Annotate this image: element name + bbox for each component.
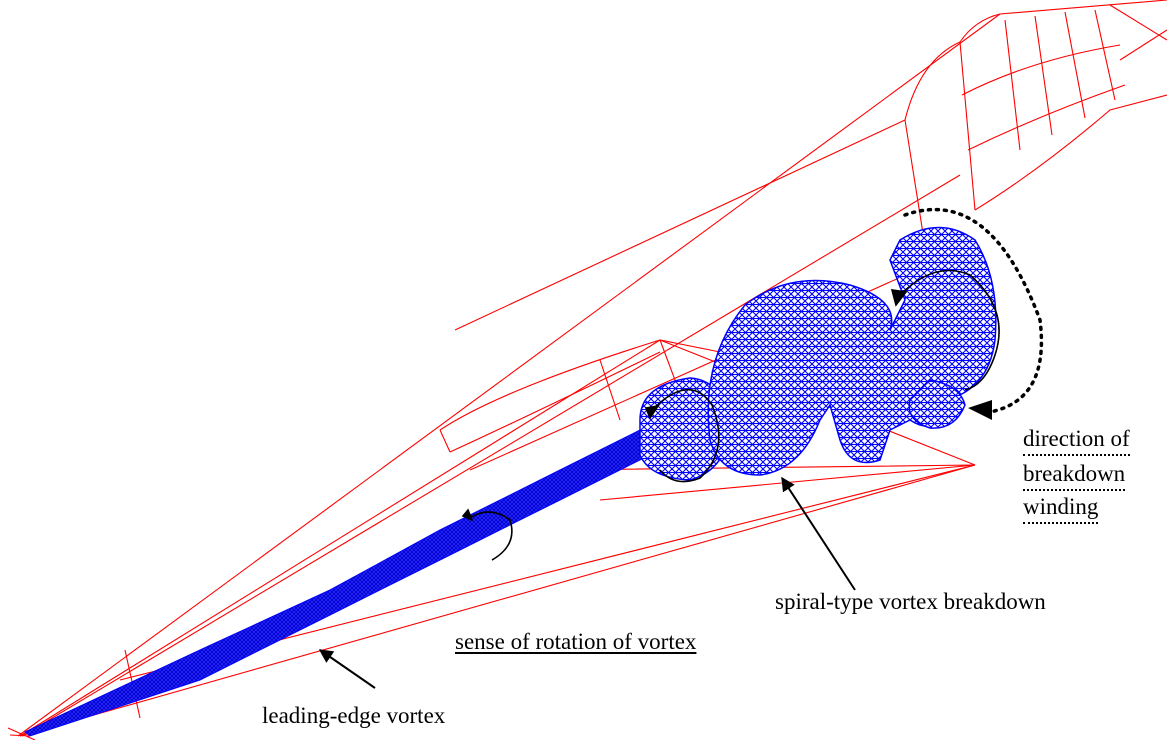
label-direction-line3: winding [1023, 493, 1099, 524]
label-leading-edge-vortex: leading-edge vortex [262, 703, 446, 728]
label-direction-line2: breakdown [1023, 460, 1126, 491]
vortex-breakdown-region [707, 226, 997, 476]
arrow-spiral-breakdown [781, 476, 856, 591]
label-spiral-breakdown: spiral-type vortex breakdown [775, 589, 1046, 614]
nacelle-mesh [961, 4, 1167, 151]
vortex-breakdown-tail [908, 379, 966, 429]
fuselage-upper-line [17, 13, 1001, 737]
label-direction-line1: direction of [1023, 425, 1130, 456]
rotation-arrowhead-small [461, 508, 474, 522]
wing-tip-lines [7, 727, 36, 740]
arrow-leading-edge [318, 649, 376, 689]
wing-trailing-edge [19, 464, 976, 737]
rotation-arrowhead-breakdown [890, 289, 908, 307]
rotation-arc-breakdown [899, 269, 1000, 391]
rotation-arc-small [469, 511, 513, 561]
wing-leading-edge [19, 339, 661, 737]
rotation-arc-bulb1 [651, 388, 720, 483]
nacelle-outline [904, 0, 1167, 266]
leading-edge-vortex-core [24, 429, 651, 737]
rotation-arrowhead-bulb1 [644, 404, 660, 420]
winding-direction-arc [903, 207, 1044, 414]
strake-outline [439, 339, 721, 453]
fuselage-lower-line [21, 174, 961, 737]
annotation-marks [318, 207, 1044, 689]
label-sense-of-rotation: sense of rotation of vortex [455, 629, 697, 654]
winding-direction-arrowhead [968, 400, 992, 420]
vortex-mesh [24, 226, 997, 737]
